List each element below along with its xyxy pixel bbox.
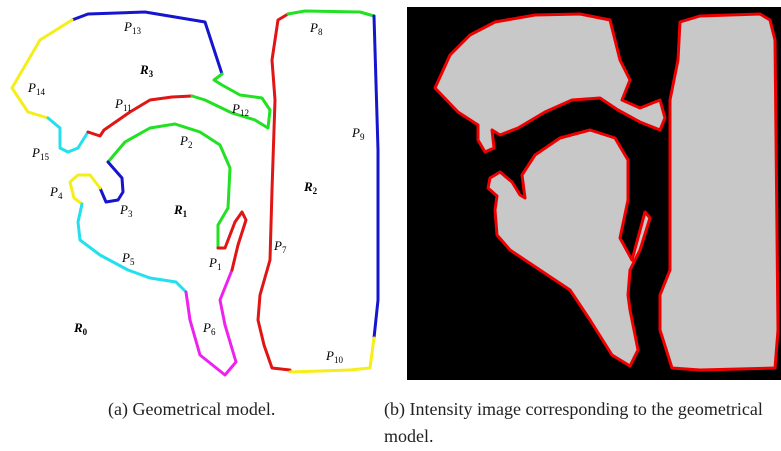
label-base: P <box>49 184 58 199</box>
label-subscript: 10 <box>334 355 344 365</box>
label-subscript: 0 <box>83 327 88 337</box>
curve <box>374 16 378 338</box>
curve <box>192 74 270 128</box>
label-subscript: 8 <box>318 27 323 37</box>
label: P2 <box>179 133 192 150</box>
label: P11 <box>114 96 132 113</box>
label: P12 <box>231 101 249 118</box>
label: R0 <box>73 320 88 337</box>
curve <box>70 175 100 204</box>
curve <box>88 96 192 136</box>
label-base: P <box>121 250 130 265</box>
label-subscript: 3 <box>149 69 154 79</box>
label-subscript: 15 <box>40 152 50 162</box>
figure-graphics: P13R3P14P11P12P15P2P4P3R1R2P8P9P7P1P5P6R… <box>0 0 781 451</box>
label: P4 <box>49 184 63 201</box>
label-subscript: 2 <box>313 186 318 196</box>
label-base: P <box>202 320 211 335</box>
label-base: R <box>303 179 313 194</box>
label-subscript: 12 <box>240 108 249 118</box>
label: P15 <box>31 145 49 162</box>
label-base: P <box>114 96 123 111</box>
label-subscript: 6 <box>211 327 216 337</box>
curve <box>186 270 236 375</box>
label-subscript: 2 <box>188 140 193 150</box>
label-base: P <box>351 125 360 140</box>
label: P8 <box>309 20 323 37</box>
label: R2 <box>303 179 318 196</box>
label-subscript: 5 <box>130 257 135 267</box>
label-subscript: 9 <box>360 132 365 142</box>
caption: (a) Geometrical model. <box>108 396 275 423</box>
label-base: P <box>231 101 240 116</box>
label-base: P <box>179 133 188 148</box>
region <box>660 14 778 370</box>
label: P1 <box>208 255 221 272</box>
label-subscript: 11 <box>123 103 132 113</box>
label: P9 <box>351 125 365 142</box>
label-base: R <box>173 202 183 217</box>
label-base: P <box>309 20 318 35</box>
label: P6 <box>202 320 216 337</box>
label-base: P <box>31 145 40 160</box>
label-subscript: 3 <box>128 209 133 219</box>
label-subscript: 1 <box>183 209 188 219</box>
curve <box>48 118 88 152</box>
label-base: R <box>73 320 83 335</box>
caption: (b) Intensity image corresponding to the… <box>384 396 781 450</box>
label: P14 <box>27 80 45 97</box>
label-base: P <box>325 348 334 363</box>
intensity-image <box>407 7 781 380</box>
label-base: P <box>208 255 217 270</box>
label: R3 <box>139 62 154 79</box>
curve <box>108 124 230 248</box>
curve <box>258 14 290 370</box>
label-subscript: 1 <box>217 262 222 272</box>
label: P10 <box>325 348 343 365</box>
label: P7 <box>273 238 287 255</box>
geometrical-model <box>12 11 378 375</box>
figure: P13R3P14P11P12P15P2P4P3R1R2P8P9P7P1P5P6R… <box>0 0 781 451</box>
label: P13 <box>123 19 141 36</box>
label-base: P <box>119 202 128 217</box>
label-subscript: 13 <box>132 26 142 36</box>
label-base: P <box>273 238 282 253</box>
label-base: P <box>123 19 132 34</box>
curve <box>100 162 123 202</box>
curve <box>12 20 72 118</box>
label-subscript: 14 <box>36 87 46 97</box>
label-subscript: 4 <box>58 191 63 201</box>
curve <box>288 11 374 16</box>
label-base: R <box>139 62 149 77</box>
label: R1 <box>173 202 188 219</box>
label: P5 <box>121 250 135 267</box>
label-subscript: 7 <box>282 245 287 255</box>
label: P3 <box>119 202 133 219</box>
label-base: P <box>27 80 36 95</box>
